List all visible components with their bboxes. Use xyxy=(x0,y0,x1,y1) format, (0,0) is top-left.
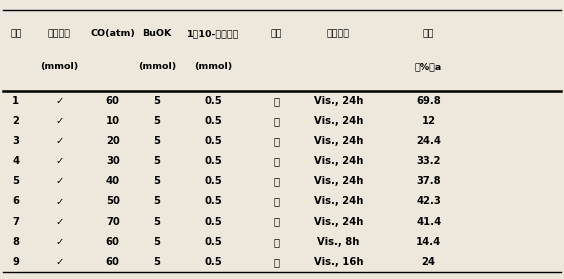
Text: 20: 20 xyxy=(106,136,120,146)
Text: ✓: ✓ xyxy=(55,116,63,126)
Text: 苯: 苯 xyxy=(274,257,279,267)
Text: 60: 60 xyxy=(106,257,120,267)
Text: 0.5: 0.5 xyxy=(204,257,222,267)
Text: 苯: 苯 xyxy=(274,96,279,106)
Text: 卤酮甲苯: 卤酮甲苯 xyxy=(48,29,70,38)
Text: Vis., 24h: Vis., 24h xyxy=(314,116,363,126)
Text: 70: 70 xyxy=(106,217,120,227)
Text: ✓: ✓ xyxy=(55,136,63,146)
Text: 10: 10 xyxy=(106,116,120,126)
Text: 6: 6 xyxy=(12,196,19,206)
Text: 0.5: 0.5 xyxy=(204,176,222,186)
Text: （%）a: （%）a xyxy=(415,62,442,71)
Text: (mmol): (mmol) xyxy=(40,62,78,71)
Text: 5: 5 xyxy=(153,96,160,106)
Text: 苯: 苯 xyxy=(274,196,279,206)
Text: 5: 5 xyxy=(153,237,160,247)
Text: 0.5: 0.5 xyxy=(204,116,222,126)
Text: 5: 5 xyxy=(12,176,19,186)
Text: 8: 8 xyxy=(12,237,19,247)
Text: 1，10-佳蒽罗啉: 1，10-佳蒽罗啉 xyxy=(187,29,239,38)
Text: 序号: 序号 xyxy=(10,29,21,38)
Text: 5: 5 xyxy=(153,176,160,186)
Text: 33.2: 33.2 xyxy=(416,156,441,166)
Text: 0.5: 0.5 xyxy=(204,96,222,106)
Text: 5: 5 xyxy=(153,116,160,126)
Text: 苯: 苯 xyxy=(274,156,279,166)
Text: 0.5: 0.5 xyxy=(204,156,222,166)
Text: ✓: ✓ xyxy=(55,196,63,206)
Text: Vis., 24h: Vis., 24h xyxy=(314,156,363,166)
Text: (mmol): (mmol) xyxy=(138,62,176,71)
Text: 42.3: 42.3 xyxy=(416,196,441,206)
Text: 苯: 苯 xyxy=(274,136,279,146)
Text: 9: 9 xyxy=(12,257,19,267)
Text: 41.4: 41.4 xyxy=(416,217,441,227)
Text: ✓: ✓ xyxy=(55,217,63,227)
Text: 5: 5 xyxy=(153,156,160,166)
Text: 苯: 苯 xyxy=(274,217,279,227)
Text: 5: 5 xyxy=(153,196,160,206)
Text: 30: 30 xyxy=(106,156,120,166)
Text: 60: 60 xyxy=(106,96,120,106)
Text: 产率: 产率 xyxy=(423,29,434,38)
Text: Vis., 16h: Vis., 16h xyxy=(314,257,363,267)
Text: CO(atm): CO(atm) xyxy=(90,29,135,38)
Text: ✓: ✓ xyxy=(55,156,63,166)
Text: 69.8: 69.8 xyxy=(416,96,441,106)
Text: 反应条件: 反应条件 xyxy=(327,29,350,38)
Text: 4: 4 xyxy=(12,156,19,166)
Text: (mmol): (mmol) xyxy=(194,62,232,71)
Text: 60: 60 xyxy=(106,237,120,247)
Text: Vis., 8h: Vis., 8h xyxy=(317,237,360,247)
Text: Vis., 24h: Vis., 24h xyxy=(314,217,363,227)
Text: 14.4: 14.4 xyxy=(416,237,441,247)
Text: 苯: 苯 xyxy=(274,237,279,247)
Text: 2: 2 xyxy=(12,116,19,126)
Text: 24: 24 xyxy=(422,257,435,267)
Text: Vis., 24h: Vis., 24h xyxy=(314,176,363,186)
Text: BuOK: BuOK xyxy=(142,29,171,38)
Text: 0.5: 0.5 xyxy=(204,136,222,146)
Text: 苯: 苯 xyxy=(274,116,279,126)
Text: 1: 1 xyxy=(12,96,19,106)
Text: 40: 40 xyxy=(106,176,120,186)
Text: 0.5: 0.5 xyxy=(204,196,222,206)
Text: 50: 50 xyxy=(106,196,120,206)
Text: 3: 3 xyxy=(12,136,19,146)
Text: ✓: ✓ xyxy=(55,257,63,267)
Text: Vis., 24h: Vis., 24h xyxy=(314,96,363,106)
Text: ✓: ✓ xyxy=(55,237,63,247)
Text: ✓: ✓ xyxy=(55,96,63,106)
Text: 5: 5 xyxy=(153,136,160,146)
Text: Vis., 24h: Vis., 24h xyxy=(314,136,363,146)
Text: 0.5: 0.5 xyxy=(204,217,222,227)
Text: Vis., 24h: Vis., 24h xyxy=(314,196,363,206)
Text: 12: 12 xyxy=(422,116,435,126)
Text: 7: 7 xyxy=(12,217,19,227)
Text: 24.4: 24.4 xyxy=(416,136,441,146)
Text: 5: 5 xyxy=(153,217,160,227)
Text: 溶剂: 溶剂 xyxy=(271,29,282,38)
Text: 37.8: 37.8 xyxy=(416,176,441,186)
Text: 5: 5 xyxy=(153,257,160,267)
Text: ✓: ✓ xyxy=(55,176,63,186)
Text: 苯: 苯 xyxy=(274,176,279,186)
Text: 0.5: 0.5 xyxy=(204,237,222,247)
